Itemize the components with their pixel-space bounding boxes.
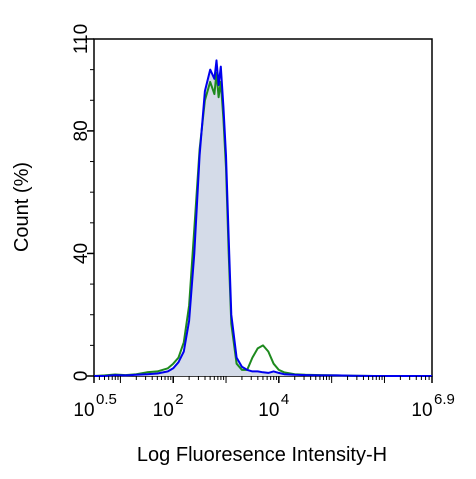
x-tick-base: 10 bbox=[258, 400, 279, 421]
x-tick-label: 102 bbox=[153, 391, 184, 421]
x-tick-exponent: 6.9 bbox=[434, 391, 455, 408]
plot-area bbox=[93, 38, 433, 377]
x-tick-base: 10 bbox=[411, 400, 432, 421]
x-tick-label: 100.5 bbox=[73, 391, 116, 421]
x-tick-exponent: 4 bbox=[281, 391, 289, 408]
series-1-fill bbox=[94, 60, 432, 377]
y-tick-label: 0 bbox=[71, 371, 92, 382]
y-tick-label: 80 bbox=[71, 120, 92, 141]
x-tick-exponent: 0.5 bbox=[96, 391, 117, 408]
plot-frame bbox=[93, 38, 433, 377]
y-tick-label: 40 bbox=[71, 243, 92, 264]
x-tick-exponent: 2 bbox=[175, 391, 183, 408]
y-tick-label: 110 bbox=[71, 24, 92, 54]
x-tick-label: 106.9 bbox=[411, 391, 454, 421]
series-2-line bbox=[93, 71, 432, 377]
x-tick-base: 10 bbox=[73, 400, 94, 421]
series-layer bbox=[93, 59, 432, 377]
x-tick-label: 104 bbox=[258, 391, 289, 421]
series-1-line bbox=[94, 59, 432, 377]
y-axis-title: Count (%) bbox=[11, 162, 33, 252]
x-axis-title: Log Fluoresence Intensity-H bbox=[137, 444, 387, 466]
x-tick-base: 10 bbox=[153, 400, 174, 421]
